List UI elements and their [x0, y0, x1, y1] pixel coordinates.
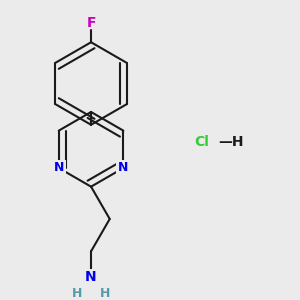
Text: N: N: [118, 161, 129, 175]
Text: F: F: [86, 16, 96, 30]
Text: H: H: [72, 287, 83, 300]
Text: H: H: [100, 287, 110, 300]
Text: —H: —H: [218, 135, 243, 149]
Text: N: N: [53, 161, 64, 175]
Text: N: N: [85, 270, 97, 284]
Text: Cl: Cl: [194, 135, 209, 149]
